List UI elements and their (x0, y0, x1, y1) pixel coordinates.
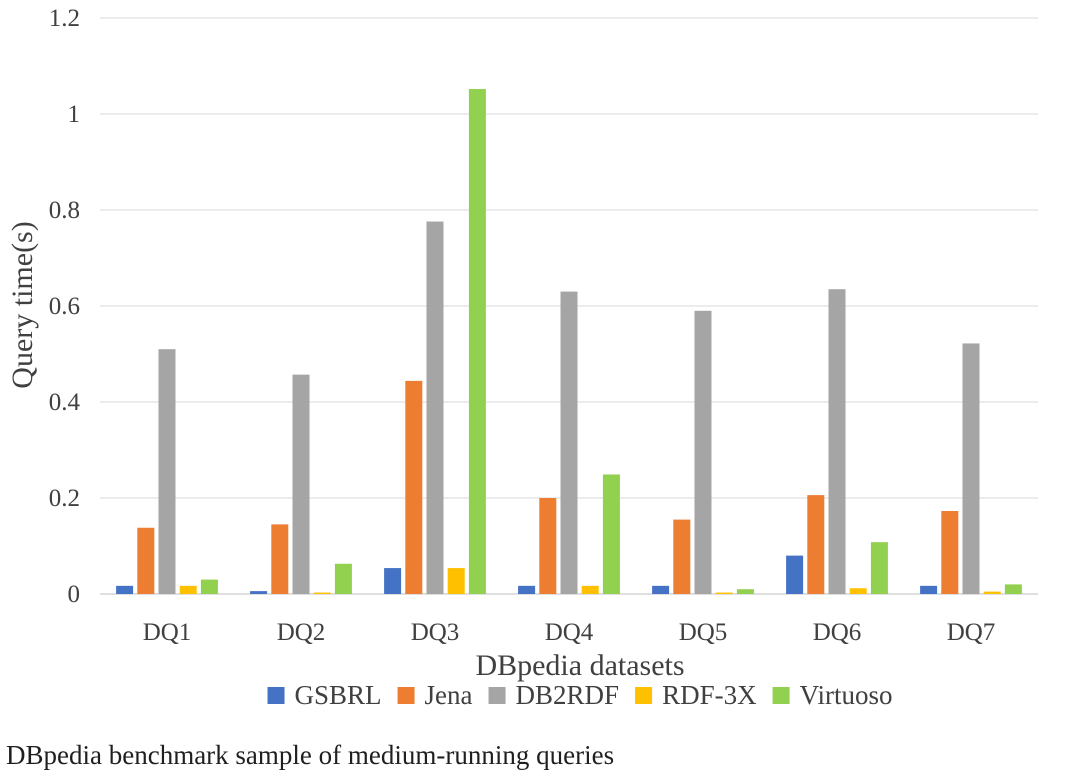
bar-db2rdf-dq6 (828, 289, 846, 594)
y-tick-label: 1.2 (49, 5, 80, 32)
bar-rdf-3x-dq6 (849, 588, 867, 594)
bars (116, 89, 1022, 594)
tick-labels: 0 0.2 0.4 0.6 0.8 1 1.2 DQ1 DQ2 DQ3 DQ4 DQ5 DQ6 DQ7 (49, 5, 996, 646)
bar-db2rdf-dq4 (560, 291, 578, 594)
legend-label-jena: Jena (425, 680, 473, 710)
bar-db2rdf-dq2 (292, 374, 310, 594)
bar-rdf-3x-dq7 (983, 591, 1001, 594)
x-tick-label: DQ4 (545, 619, 594, 646)
y-tick-label: 0.2 (49, 485, 80, 512)
bar-virtuoso-dq1 (200, 579, 218, 594)
x-axis-title: DBpedia datasets (475, 649, 684, 682)
x-tick-label: DQ2 (277, 619, 326, 646)
legend-swatch-virtuoso (772, 687, 790, 704)
bar-jena-dq2 (271, 524, 289, 594)
legend-label-db2rdf: DB2RDF (516, 680, 620, 710)
bar-gsbrl-dq1 (116, 585, 134, 594)
bar-jena-dq3 (405, 380, 423, 594)
legend-swatch-db2rdf (488, 687, 506, 704)
legend-label-rdf-3x: RDF-3X (662, 680, 757, 710)
legend-swatch-jena (397, 687, 415, 704)
legend-label-virtuoso: Virtuoso (800, 680, 893, 710)
x-tick-label: DQ1 (143, 619, 192, 646)
x-tick-label: DQ6 (813, 619, 862, 646)
x-tick-label: DQ3 (411, 619, 460, 646)
legend-swatch-rdf-3x (635, 687, 653, 704)
bar-rdf-3x-dq5 (715, 592, 733, 594)
x-tick-label: DQ7 (947, 619, 996, 646)
bar-gsbrl-dq7 (920, 585, 938, 594)
bar-gsbrl-dq5 (652, 585, 670, 594)
y-axis-title: Query time(s) (6, 221, 39, 388)
bar-jena-dq1 (137, 527, 155, 594)
bar-gsbrl-dq4 (518, 585, 536, 594)
bar-gsbrl-dq6 (786, 555, 804, 594)
bar-rdf-3x-dq4 (581, 585, 599, 594)
y-tick-label: 0.6 (49, 293, 80, 320)
bar-rdf-3x-dq3 (447, 568, 465, 594)
y-tick-label: 0 (68, 581, 81, 608)
bar-virtuoso-dq2 (334, 563, 352, 594)
legend-swatch-gsbrl (267, 687, 285, 704)
bar-virtuoso-dq4 (602, 474, 620, 594)
y-tick-label: 0.4 (49, 389, 81, 416)
bar-db2rdf-dq5 (694, 310, 712, 594)
bar-jena-dq4 (539, 498, 557, 594)
bar-db2rdf-dq1 (158, 349, 176, 594)
bar-jena-dq7 (941, 510, 959, 594)
y-tick-label: 0.8 (49, 197, 80, 224)
bar-jena-dq6 (807, 495, 825, 594)
bar-rdf-3x-dq1 (179, 585, 197, 594)
bar-jena-dq5 (673, 519, 691, 594)
bar-virtuoso-dq5 (736, 589, 754, 594)
bar-virtuoso-dq3 (468, 89, 486, 594)
bar-rdf-3x-dq2 (313, 592, 331, 594)
y-tick-label: 1 (68, 101, 81, 128)
bar-chart: 0 0.2 0.4 0.6 0.8 1 1.2 DQ1 DQ2 DQ3 DQ4 DQ5 DQ6 DQ7 Q… (6, 5, 1038, 710)
bar-db2rdf-dq3 (426, 221, 444, 594)
figure-caption: DBpedia benchmark sample of medium-runni… (6, 740, 615, 770)
bar-gsbrl-dq3 (384, 568, 402, 594)
bar-virtuoso-dq7 (1004, 584, 1022, 594)
legend: GSBRL Jena DB2RDF RDF-3X Virtuoso (267, 680, 893, 710)
bar-db2rdf-dq7 (962, 343, 980, 594)
x-tick-label: DQ5 (679, 619, 728, 646)
legend-label-gsbrl: GSBRL (295, 680, 382, 710)
bar-virtuoso-dq6 (870, 542, 888, 594)
bar-gsbrl-dq2 (250, 591, 268, 594)
